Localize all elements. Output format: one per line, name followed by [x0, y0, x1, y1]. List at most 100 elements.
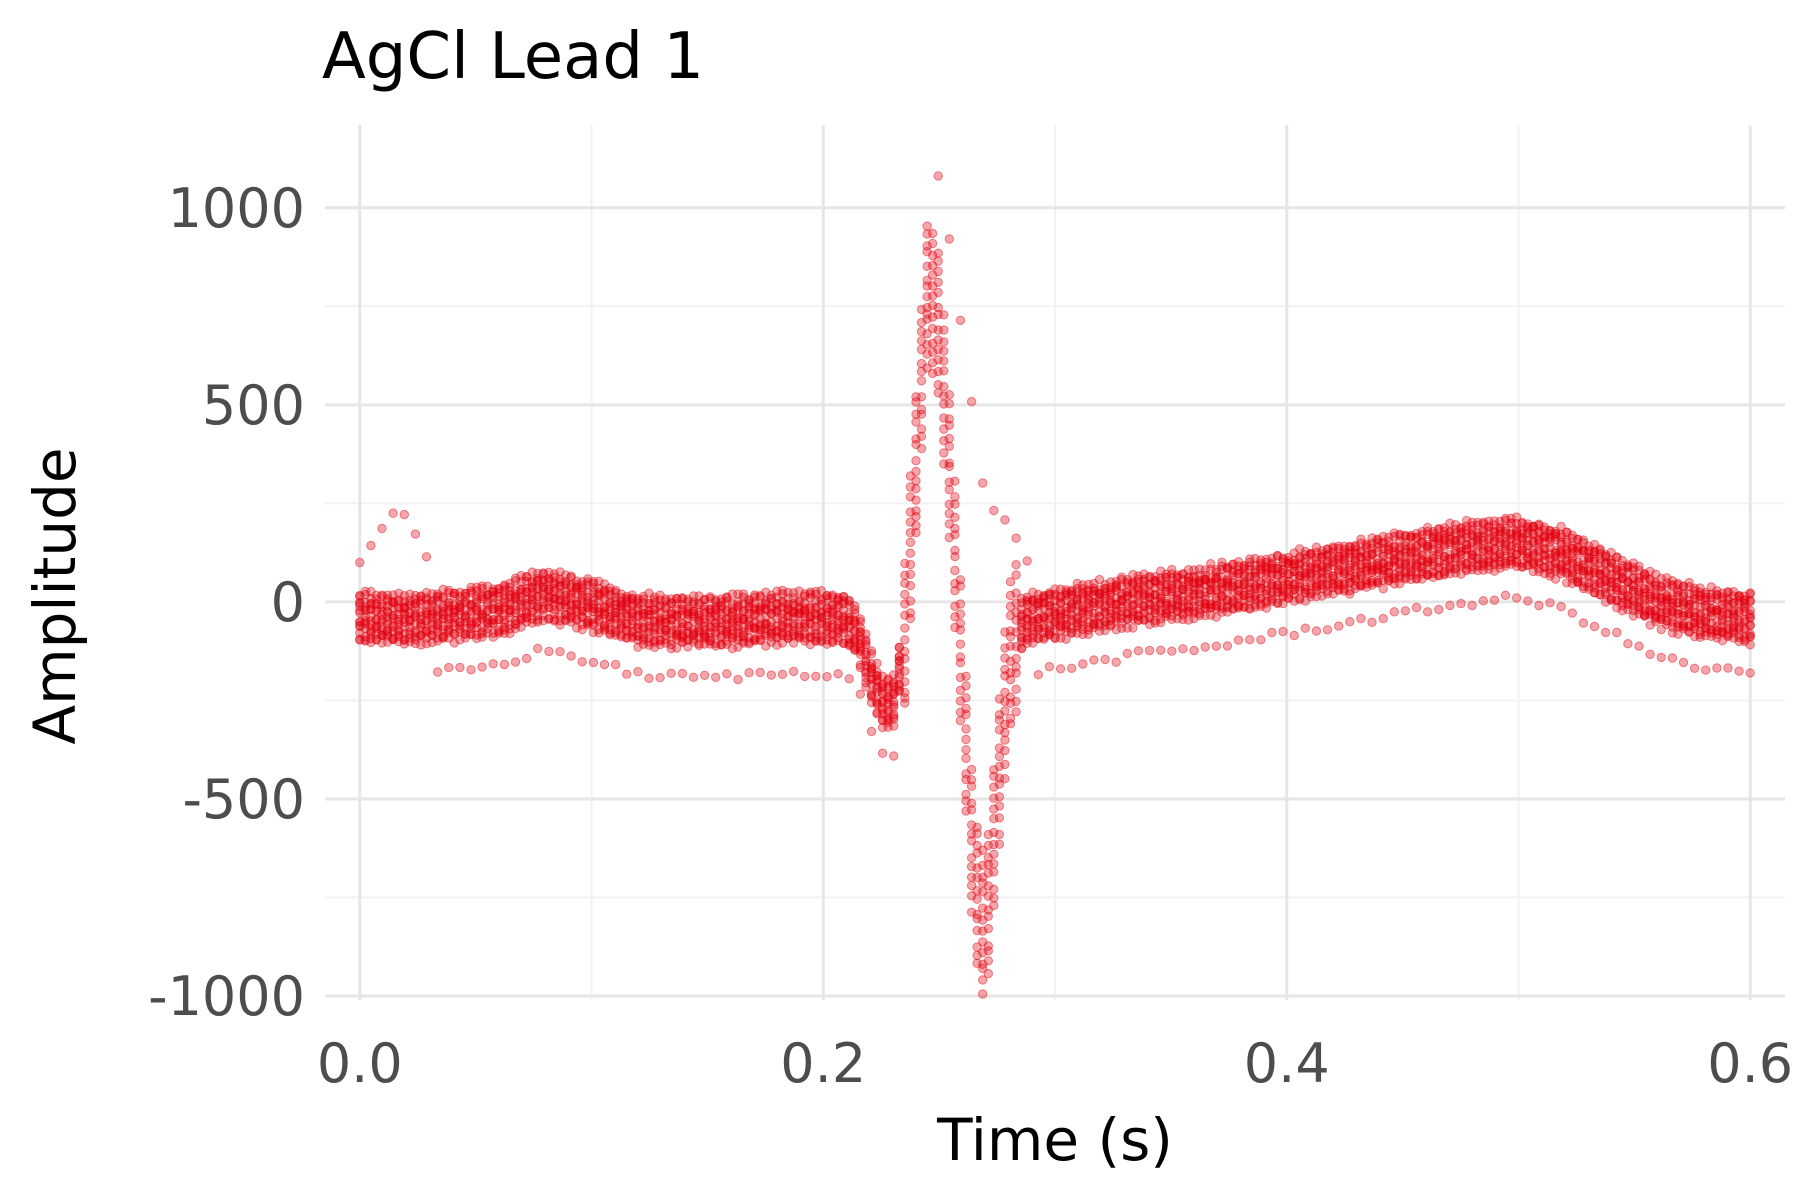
data-point — [360, 611, 370, 621]
data-point — [538, 597, 548, 607]
data-point — [371, 635, 382, 645]
data-point — [638, 639, 649, 649]
data-point — [994, 813, 1005, 823]
data-point — [466, 588, 476, 598]
data-point — [772, 626, 782, 637]
data-point — [766, 590, 776, 600]
data-point — [405, 633, 415, 643]
data-point — [633, 619, 643, 630]
data-point — [583, 577, 593, 587]
data-point — [822, 607, 832, 617]
data-point — [978, 989, 988, 999]
data-point — [366, 604, 376, 614]
data-point — [788, 626, 799, 636]
data-point — [900, 677, 910, 687]
data-point — [827, 610, 838, 620]
data-point — [360, 635, 370, 645]
data-point — [366, 611, 376, 621]
data-point — [610, 620, 621, 630]
data-point — [521, 600, 532, 611]
data-point — [371, 590, 382, 601]
data-point — [583, 603, 593, 613]
data-point — [421, 593, 432, 603]
data-point — [477, 590, 487, 600]
data-point — [716, 618, 726, 628]
data-point — [711, 604, 721, 614]
data-point — [421, 595, 432, 605]
data-point — [738, 638, 749, 648]
data-point — [627, 631, 637, 641]
data-point-outlier — [1233, 635, 1244, 645]
data-point — [483, 590, 493, 600]
data-point — [538, 575, 548, 585]
data-point — [772, 605, 782, 616]
data-point — [722, 627, 732, 637]
data-point — [360, 636, 370, 646]
data-point — [905, 559, 916, 570]
data-point — [494, 605, 504, 615]
data-point — [633, 622, 643, 632]
data-point — [394, 595, 404, 605]
data-point — [800, 589, 810, 599]
data-point — [699, 632, 710, 642]
data-point — [388, 613, 398, 624]
data-point — [711, 605, 721, 615]
data-point — [477, 609, 487, 619]
data-point — [955, 575, 966, 585]
data-point — [905, 581, 916, 591]
data-point — [750, 603, 760, 613]
data-point — [471, 613, 482, 623]
data-point — [416, 621, 426, 632]
data-point — [371, 634, 382, 645]
data-point — [722, 636, 732, 646]
data-point — [544, 597, 554, 607]
data-point — [560, 577, 571, 587]
data-point — [833, 595, 843, 606]
data-point — [488, 628, 498, 638]
data-point — [416, 620, 426, 630]
data-point — [989, 884, 999, 894]
data-point-outlier — [1589, 621, 1600, 632]
data-point — [466, 620, 476, 630]
data-point-outlier — [366, 540, 376, 551]
data-point — [711, 596, 721, 607]
data-point — [371, 605, 382, 615]
data-point — [694, 632, 704, 642]
data-point — [805, 627, 815, 637]
data-point — [738, 592, 749, 602]
data-point-outlier — [1222, 641, 1233, 651]
data-point — [666, 639, 676, 650]
data-point — [805, 612, 815, 622]
data-point — [649, 605, 660, 615]
x-tick-label: 0.0 — [317, 1032, 403, 1095]
data-point-outlier — [1300, 623, 1311, 633]
data-point — [605, 604, 615, 615]
data-point — [933, 277, 943, 287]
data-point — [421, 606, 432, 616]
data-point — [610, 630, 621, 640]
data-point — [1634, 561, 1644, 571]
data-point-outlier — [1467, 600, 1477, 611]
data-point — [360, 586, 370, 596]
data-point — [427, 589, 437, 599]
data-point — [833, 610, 843, 620]
data-point — [577, 580, 587, 590]
data-point — [494, 583, 504, 594]
data-point — [599, 594, 610, 604]
data-point — [438, 592, 448, 602]
data-point — [761, 631, 771, 641]
data-point — [638, 611, 649, 622]
data-point — [788, 618, 799, 629]
data-point — [822, 591, 832, 601]
data-point — [822, 620, 832, 631]
data-point — [388, 611, 398, 621]
data-point — [761, 604, 771, 614]
data-point — [811, 636, 821, 646]
data-point — [466, 609, 476, 620]
data-point — [716, 625, 726, 635]
data-point — [572, 599, 582, 609]
data-point — [449, 605, 459, 616]
data-point — [572, 615, 582, 625]
data-point — [805, 618, 815, 629]
data-point — [794, 595, 804, 605]
